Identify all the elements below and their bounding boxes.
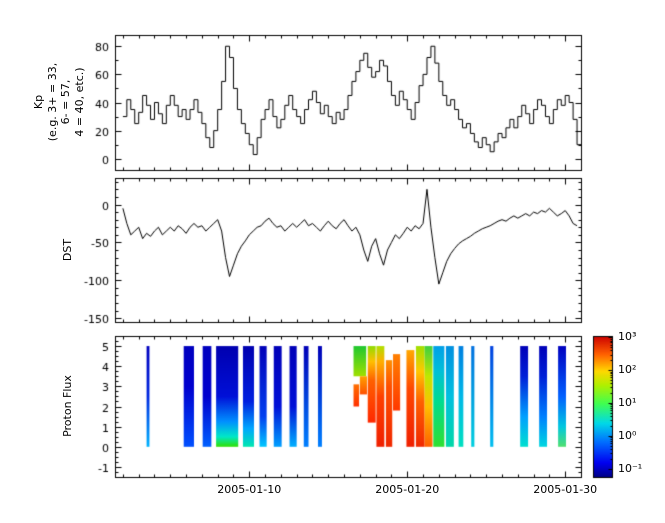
colorbar-tick-label: 10⁰ (618, 428, 637, 442)
colorbar-tick-label: 10⁻¹ (618, 461, 643, 475)
proton-flux-axis-label: Proton Flux (61, 375, 74, 437)
x-tick-label: 2005-01-30 (533, 483, 598, 496)
colorbar-tick-label: 10³ (618, 330, 637, 344)
kp-axis-label-line: 4 = 40, etc.) (72, 67, 86, 137)
dst-axis-label: DST (61, 238, 74, 262)
colorbar-tick-label: 10¹ (618, 395, 637, 409)
colorbar-tick-label: 10² (618, 363, 637, 377)
x-tick-label: 2005-01-10 (217, 483, 282, 496)
kp-axis-label-line: (e.g. 3+ = 33, (45, 62, 59, 142)
kp-axis-label-line: 6- = 57, (59, 79, 72, 125)
kp-axis-label-line: Kp (32, 94, 45, 110)
kp-axis-label: Kp (e.g. 3+ = 33, 6- = 57, 4 = 40, etc.) (32, 22, 88, 182)
x-tick-label: 2005-01-20 (375, 483, 440, 496)
